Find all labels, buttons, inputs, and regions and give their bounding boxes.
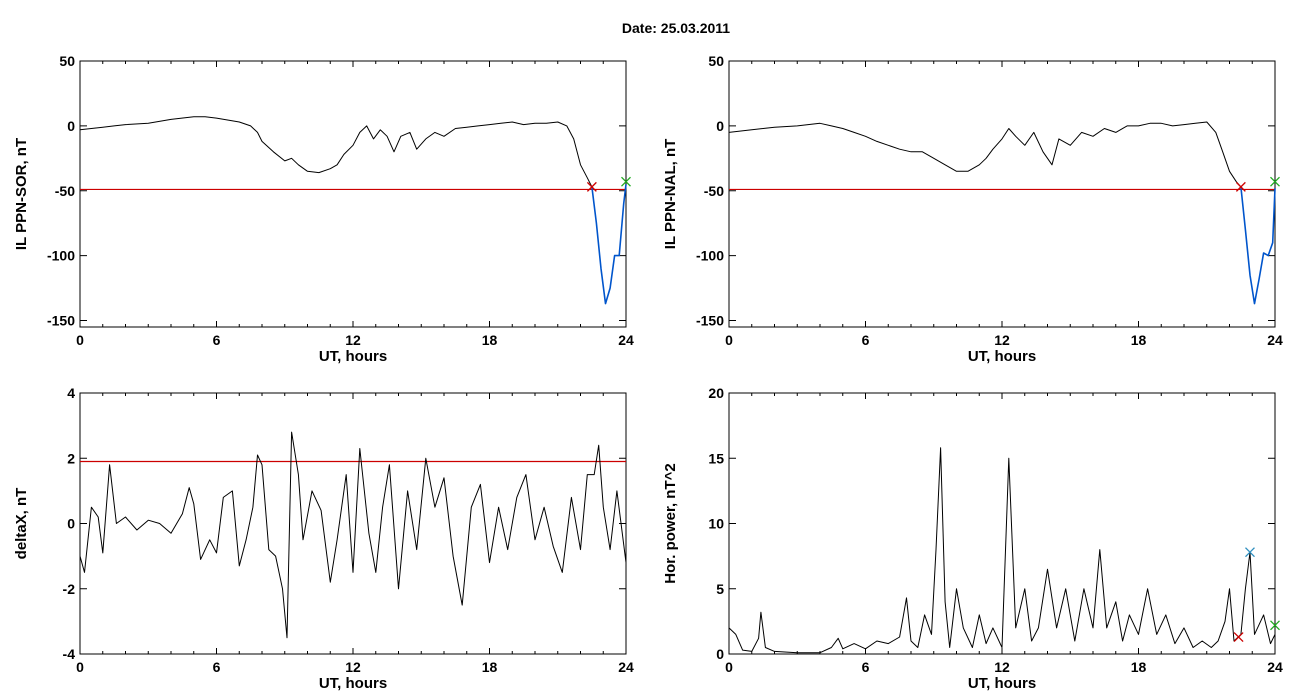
marker-start bbox=[1235, 181, 1246, 192]
x-tick-label: 24 bbox=[1267, 659, 1283, 675]
y-tick-label: 0 bbox=[67, 118, 75, 134]
x-tick-label: 6 bbox=[862, 332, 870, 348]
y-axis-label: IL PPN-SOR, nT bbox=[13, 138, 30, 250]
marker-stroke bbox=[586, 181, 597, 192]
y-axis-label: IL PPN-NAL, nT bbox=[662, 139, 679, 250]
y-tick-label: 0 bbox=[716, 118, 724, 134]
chart-sor: 0 6 12 18 24 50 0 -50 -100 -150 UT, hours IL PPN-SO… bbox=[13, 53, 634, 365]
y-tick-label: 5 bbox=[716, 581, 724, 597]
x-axis-label: UT, hours bbox=[968, 348, 1036, 365]
marker-stroke bbox=[621, 176, 631, 187]
marker-start bbox=[586, 181, 597, 192]
x-tick-label: 24 bbox=[1267, 332, 1283, 348]
x-tick-label: 12 bbox=[994, 332, 1010, 348]
y-tick-label: 15 bbox=[708, 450, 724, 466]
y-tick-label: -50 bbox=[55, 183, 75, 199]
data-line bbox=[79, 116, 593, 188]
x-tick-label: 0 bbox=[725, 659, 733, 675]
x-tick-label: 18 bbox=[482, 332, 498, 348]
highlight-line bbox=[591, 184, 627, 305]
x-axis-label: UT, hours bbox=[319, 348, 387, 365]
x-tick-label: 12 bbox=[345, 332, 361, 348]
y-tick-label: -150 bbox=[696, 313, 724, 329]
x-tick-label: 6 bbox=[213, 332, 221, 348]
y-axis-label: deltaX, nT bbox=[13, 488, 30, 560]
x-axis-label: UT, hours bbox=[319, 675, 387, 692]
y-tick-label: -100 bbox=[47, 248, 75, 264]
chart-deltax: 0 6 12 18 24 4 2 0 -2 -4 UT, hours deltaX, nT bbox=[13, 385, 634, 692]
x-tick-label: 6 bbox=[213, 659, 221, 675]
chart-nal: 0 6 12 18 24 50 0 -50 -100 -150 UT, hours IL PPN-NA… bbox=[662, 53, 1283, 365]
y-tick-label: 0 bbox=[716, 646, 724, 662]
y-tick-label: 2 bbox=[67, 450, 75, 466]
marker-start bbox=[1233, 632, 1244, 642]
x-tick-label: 0 bbox=[725, 332, 733, 348]
marker-end bbox=[621, 176, 631, 187]
y-tick-label: 10 bbox=[708, 516, 724, 532]
x-tick-label: 12 bbox=[345, 659, 361, 675]
marker-stroke bbox=[1233, 632, 1244, 642]
data-line bbox=[728, 447, 1276, 654]
x-tick-label: 0 bbox=[76, 659, 84, 675]
x-tick-label: 18 bbox=[1131, 332, 1147, 348]
x-tick-label: 24 bbox=[618, 659, 634, 675]
x-tick-label: 18 bbox=[482, 659, 498, 675]
plot-frame bbox=[728, 60, 1276, 328]
marker-stroke bbox=[1235, 181, 1246, 192]
plot-frame bbox=[79, 392, 627, 655]
highlight-line bbox=[1240, 186, 1276, 305]
marker-stroke bbox=[1245, 547, 1255, 558]
figure-title: Date: 25.03.2011 bbox=[622, 20, 730, 36]
marker-stroke bbox=[1270, 620, 1280, 631]
data-line bbox=[79, 431, 627, 639]
marker-stroke bbox=[1270, 176, 1280, 187]
y-tick-label: -50 bbox=[704, 183, 724, 199]
x-tick-label: 6 bbox=[862, 659, 870, 675]
marker-peak bbox=[1245, 547, 1255, 558]
data-line bbox=[728, 121, 1242, 188]
x-tick-label: 18 bbox=[1131, 659, 1147, 675]
y-tick-label: -4 bbox=[63, 646, 76, 662]
marker-end bbox=[1270, 620, 1280, 631]
y-tick-label: 4 bbox=[67, 385, 75, 401]
y-tick-label: 50 bbox=[59, 53, 75, 69]
y-tick-label: -100 bbox=[696, 248, 724, 264]
x-tick-label: 12 bbox=[994, 659, 1010, 675]
x-tick-label: 24 bbox=[618, 332, 634, 348]
plot-frame bbox=[728, 392, 1276, 655]
y-axis-label: Hor. power, nT^2 bbox=[662, 463, 679, 583]
plot-frame bbox=[79, 60, 627, 328]
y-tick-label: -2 bbox=[63, 581, 76, 597]
y-tick-label: 20 bbox=[708, 385, 724, 401]
x-tick-label: 0 bbox=[76, 332, 84, 348]
y-tick-label: -150 bbox=[47, 313, 75, 329]
x-axis-label: UT, hours bbox=[968, 675, 1036, 692]
chart-power: 0 6 12 18 24 20 15 10 5 0 UT, hours Hor. power, nT^… bbox=[662, 385, 1283, 692]
y-tick-label: 0 bbox=[67, 516, 75, 532]
marker-end bbox=[1270, 176, 1280, 187]
y-tick-label: 50 bbox=[708, 53, 724, 69]
